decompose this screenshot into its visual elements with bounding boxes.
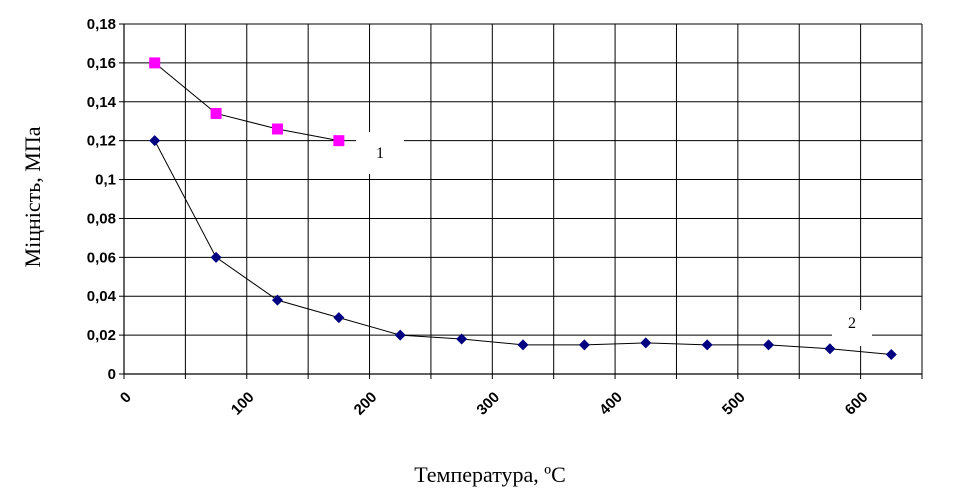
x-axis-title: Температура, ºС — [414, 462, 566, 487]
y-tick-label: 0,18 — [87, 16, 116, 33]
x-tick-labels: 0 100 200 300 400 500 600 — [117, 389, 872, 419]
series-1-point — [149, 57, 161, 69]
y-tick-label: 0,08 — [87, 210, 116, 227]
curve-label-2: 2 — [848, 315, 856, 332]
grid — [119, 23, 923, 379]
series-2-line — [154, 140, 892, 356]
x-tick-label: 300 — [473, 389, 503, 419]
y-tick-labels: 0 0,02 0,04 0,06 0,08 0,1 0,12 0,14 0,16 0,18 — [87, 16, 117, 383]
series-1-line — [154, 62, 339, 142]
series-1-point — [333, 135, 345, 147]
x-tick-label: 400 — [596, 389, 626, 419]
y-tick-label: 0,12 — [87, 133, 116, 150]
y-tick-label: 0,16 — [87, 55, 116, 72]
series-2-point — [394, 329, 406, 341]
series-2-point — [456, 333, 468, 345]
series-2-point — [271, 294, 283, 306]
x-tick-label: 200 — [351, 389, 381, 419]
series-2-point — [640, 337, 652, 349]
x-tick-label: 500 — [719, 389, 749, 419]
curve-label-1: 1 — [376, 145, 384, 162]
x-tick-label: 0 — [117, 389, 135, 407]
y-tick-label: 0,04 — [87, 288, 117, 305]
y-tick-label: 0,02 — [87, 327, 116, 344]
y-tick-label: 0 — [108, 366, 116, 383]
series-2-point — [210, 251, 222, 263]
x-tick-label: 100 — [228, 389, 258, 419]
x-tick-label: 600 — [842, 389, 872, 419]
y-axis-title: Міцність, МПа — [20, 126, 45, 267]
series-2-point — [149, 135, 161, 147]
series-2-point — [763, 339, 775, 351]
series-2-point — [701, 339, 713, 351]
series-1-point — [210, 107, 222, 119]
y-tick-label: 0,14 — [87, 94, 117, 111]
series-2-point — [885, 349, 897, 361]
series-layer: 12 — [149, 57, 897, 361]
series-1-point — [271, 123, 283, 135]
series-2-point — [578, 339, 590, 351]
y-tick-label: 0,06 — [87, 249, 116, 266]
y-tick-label: 0,1 — [95, 172, 116, 189]
series-2-point — [333, 312, 345, 324]
curve-label-2-box — [832, 310, 872, 346]
series-2-point — [517, 339, 529, 351]
curve-label-1-box — [356, 132, 404, 174]
